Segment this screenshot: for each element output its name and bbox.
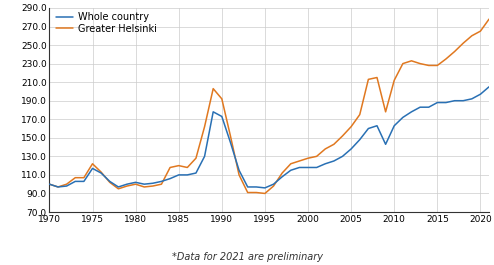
Line: Greater Helsinki: Greater Helsinki: [49, 19, 489, 193]
Whole country: [253, 186, 259, 189]
Text: *Data for 2021 are preliminary: *Data for 2021 are preliminary: [171, 252, 323, 262]
Legend: Whole country, Greater Helsinki: Whole country, Greater Helsinki: [54, 10, 159, 36]
Line: Whole country: Whole country: [49, 87, 489, 188]
Greater Helsinki: [339, 134, 345, 138]
Whole country: [460, 99, 466, 102]
Greater Helsinki: [202, 125, 207, 128]
Whole country: [486, 85, 492, 89]
Greater Helsinki: [262, 192, 268, 195]
Greater Helsinki: [81, 176, 87, 179]
Whole country: [262, 186, 268, 189]
Whole country: [46, 183, 52, 186]
Greater Helsinki: [486, 17, 492, 21]
Whole country: [202, 155, 207, 158]
Whole country: [81, 180, 87, 183]
Greater Helsinki: [46, 183, 52, 186]
Greater Helsinki: [460, 42, 466, 45]
Whole country: [339, 155, 345, 158]
Greater Helsinki: [253, 191, 259, 194]
Whole country: [322, 162, 328, 165]
Greater Helsinki: [322, 147, 328, 151]
